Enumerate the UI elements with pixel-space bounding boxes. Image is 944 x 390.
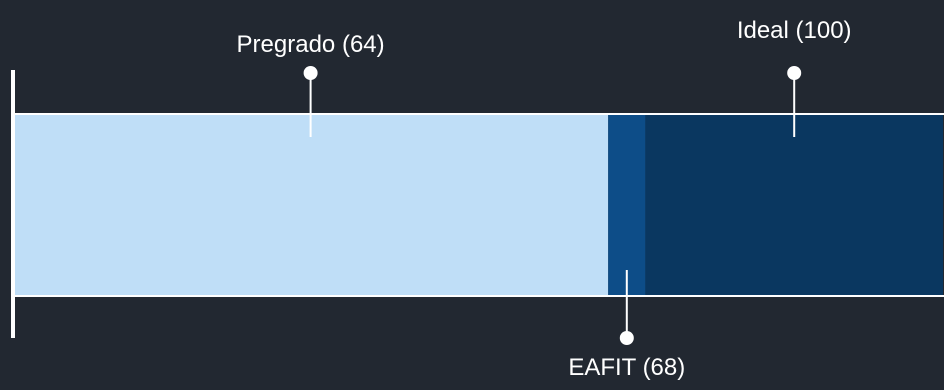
data-labels: Pregrado (64) Ideal (100) EAFIT (68) <box>237 17 852 381</box>
data-label-ideal: Ideal (100) <box>737 17 852 44</box>
callout-dot <box>787 66 802 80</box>
data-label-eafit: EAFIT (68) <box>568 354 685 381</box>
bar-segments <box>13 115 943 295</box>
callout-dot <box>303 66 318 80</box>
bar-segment-ideal <box>645 115 943 295</box>
data-label-pregrado: Pregrado (64) <box>237 31 385 58</box>
callout-ideal <box>787 66 802 137</box>
callout-dot <box>619 331 634 345</box>
chart-frame <box>11 70 944 338</box>
bar-segment-pregrado <box>13 115 609 295</box>
callouts <box>303 66 802 345</box>
callout-pregrado <box>303 66 318 137</box>
callout-eafit <box>619 270 634 345</box>
bar-segment-eafit <box>608 115 646 295</box>
